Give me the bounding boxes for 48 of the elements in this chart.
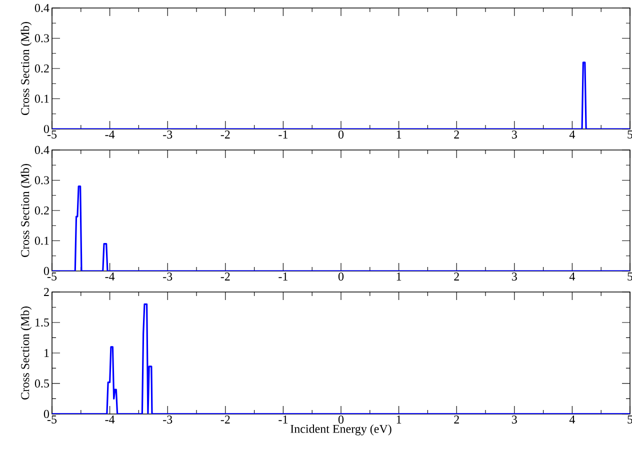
y-tick-label: 0.4 xyxy=(34,4,50,12)
y-axis-title: Cross Section (Mb) xyxy=(20,164,32,257)
x-tick-label: 3 xyxy=(512,416,517,424)
x-tick-label: 0 xyxy=(338,130,344,139)
x-tick-label: 1 xyxy=(396,130,402,138)
x-tick-label: -4 xyxy=(105,272,115,280)
x-tick-label: -1 xyxy=(278,272,288,280)
x-tick-label: -2 xyxy=(220,272,230,280)
line-series xyxy=(52,185,630,271)
x-tick-label: -5 xyxy=(47,130,57,138)
y-tick-label: 1.5 xyxy=(36,318,50,327)
y-tick-label: 0.1 xyxy=(34,236,49,245)
line-series xyxy=(52,303,630,414)
x-tick-label: -3 xyxy=(163,272,172,281)
y-tick-label: 0.2 xyxy=(34,206,49,215)
y-axis-title: Cross Section (Mb) xyxy=(20,306,32,400)
x-tick-label: 4 xyxy=(569,130,576,138)
y-axis-title: Cross Section (Mb) xyxy=(20,22,32,116)
x-tick-label: 3 xyxy=(512,272,517,281)
y-tick-label: 1 xyxy=(44,349,49,357)
x-tick-label: -2 xyxy=(220,416,230,424)
x-tick-label: 2 xyxy=(454,416,459,424)
y-tick-label: 0.4 xyxy=(34,146,50,154)
y-tick-label: 2 xyxy=(44,288,49,296)
x-tick-label: -5 xyxy=(47,416,57,424)
x-tick-label: -5 xyxy=(47,272,57,280)
y-tick-label: 0.2 xyxy=(34,64,49,73)
x-tick-label: -4 xyxy=(105,130,115,138)
x-tick-label: -1 xyxy=(278,416,288,424)
x-tick-label: 2 xyxy=(454,272,459,280)
x-tick-label: 1 xyxy=(396,416,402,424)
x-tick-label: 2 xyxy=(454,130,459,138)
y-tick-label: 0.5 xyxy=(34,379,50,388)
x-axis-title: Incident Energy (eV) xyxy=(290,424,392,436)
x-tick-label: -3 xyxy=(163,416,172,424)
x-tick-label: -2 xyxy=(220,130,230,138)
x-tick-label: 0 xyxy=(338,272,344,281)
y-tick-label: 0.3 xyxy=(34,176,50,184)
x-tick-label: 4 xyxy=(569,272,576,280)
x-tick-label: -3 xyxy=(163,130,172,139)
x-tick-label: -4 xyxy=(105,416,115,424)
x-tick-label: 1 xyxy=(396,272,402,280)
x-tick-label: 3 xyxy=(512,130,517,139)
x-tick-label: 0 xyxy=(338,416,344,424)
x-tick-label: 4 xyxy=(569,416,576,424)
y-tick-label: 0.1 xyxy=(34,94,49,103)
x-tick-label: -1 xyxy=(278,130,288,138)
y-tick-label: 0.3 xyxy=(34,34,50,42)
